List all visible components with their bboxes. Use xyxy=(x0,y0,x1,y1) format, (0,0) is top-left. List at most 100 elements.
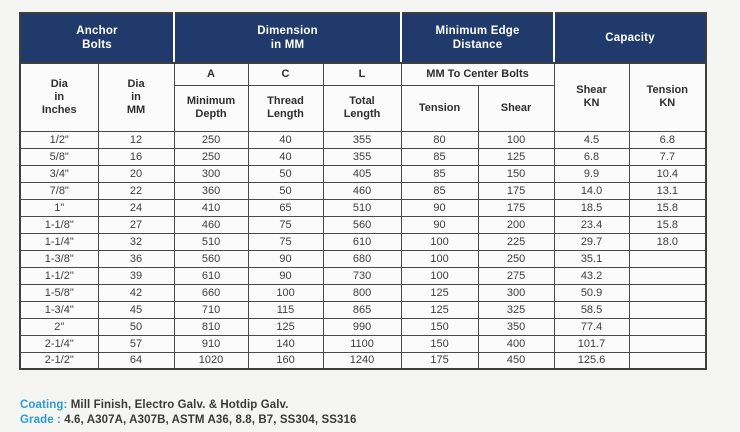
col-header-dia-inches: Dia in Inches xyxy=(19,62,99,132)
table-row: 1-1/2" 39 610 90 730 100 275 43.2 xyxy=(19,266,707,285)
table-cell: 175 xyxy=(477,181,555,200)
table-cell: 15.8 xyxy=(628,215,707,234)
table-cell: 150 xyxy=(477,164,555,183)
grade-text: 4.6, A307A, A307B, ASTM A36, 8.8, B7, SS… xyxy=(64,414,357,426)
group-header-anchor-bolts: Anchor Bolts xyxy=(19,12,175,64)
table-cell: 160 xyxy=(247,351,324,370)
group-header-capacity: Capacity xyxy=(553,12,707,64)
subheader-row-top: Dia in Inches Dia in MM A C L MM To Cent… xyxy=(19,62,707,132)
table-cell: 90 xyxy=(247,266,324,285)
table-cell: 1020 xyxy=(173,351,249,370)
table-cell: 50 xyxy=(247,164,324,183)
table-cell: 1-5/8" xyxy=(19,283,99,302)
table-cell: 20 xyxy=(97,164,175,183)
table-cell: 865 xyxy=(322,300,402,319)
table-cell: 355 xyxy=(322,147,402,166)
group-header-dimension-mm: Dimension in MM xyxy=(173,12,402,64)
col-header-c: C xyxy=(247,62,324,86)
table-cell: 85 xyxy=(400,147,479,166)
table-row: 2-1/4" 57 910 140 1100 150 400 101.7 xyxy=(19,334,707,353)
table-cell: 1-1/4" xyxy=(19,232,99,251)
table-cell: 360 xyxy=(173,181,249,200)
table-row: 7/8" 22 360 50 460 85 175 14.0 13.1 xyxy=(19,181,707,200)
table-cell: 100 xyxy=(400,249,479,268)
table-cell: 410 xyxy=(173,198,249,217)
table-cell: 18.0 xyxy=(628,232,707,251)
table-row: 1-3/4" 45 710 115 865 125 325 58.5 xyxy=(19,300,707,319)
table-cell: 6.8 xyxy=(553,147,630,166)
table-cell: 10.4 xyxy=(628,164,707,183)
table-cell: 1-1/8" xyxy=(19,215,99,234)
table-cell: 14.0 xyxy=(553,181,630,200)
table-cell: 125.6 xyxy=(553,351,630,370)
table-cell: 9.9 xyxy=(553,164,630,183)
table-cell: 35.1 xyxy=(553,249,630,268)
table-cell: 660 xyxy=(173,283,249,302)
table-cell: 510 xyxy=(173,232,249,251)
table-cell: 22 xyxy=(97,181,175,200)
table-row: 1-3/8" 36 560 90 680 100 250 35.1 xyxy=(19,249,707,268)
table-row: 1-1/8" 27 460 75 560 90 200 23.4 15.8 xyxy=(19,215,707,234)
table-cell: 1100 xyxy=(322,334,402,353)
table-row: 3/4" 20 300 50 405 85 150 9.9 10.4 xyxy=(19,164,707,183)
table-cell: 100 xyxy=(400,266,479,285)
table-cell: 2" xyxy=(19,317,99,336)
table-cell: 150 xyxy=(400,317,479,336)
table-cell: 250 xyxy=(173,147,249,166)
col-header-tension: Tension xyxy=(400,84,479,132)
table-cell: 125 xyxy=(247,317,324,336)
table-cell: 325 xyxy=(477,300,555,319)
anchor-bolt-spec-table: Anchor Bolts Dimension in MM Minimum Edg… xyxy=(19,12,708,370)
table-cell: 560 xyxy=(322,215,402,234)
table-row: 1-1/4" 32 510 75 610 100 225 29.7 18.0 xyxy=(19,232,707,251)
table-cell: 7/8" xyxy=(19,181,99,200)
subheader-row-bottom: Minimum Depth Thread Length Total Length… xyxy=(20,84,706,132)
table-cell: 1240 xyxy=(322,351,402,370)
table-cell: 610 xyxy=(173,266,249,285)
table-cell: 450 xyxy=(477,351,555,370)
table-cell xyxy=(628,266,707,285)
coating-text: Mill Finish, Electro Galv. & Hotdip Galv… xyxy=(70,399,289,411)
table-cell: 125 xyxy=(400,283,479,302)
table-cell: 250 xyxy=(477,249,555,268)
table-cell: 5/8" xyxy=(19,147,99,166)
table-cell: 800 xyxy=(322,283,402,302)
table-cell: 15.8 xyxy=(628,198,707,217)
table-cell xyxy=(628,300,707,319)
table-cell: 58.5 xyxy=(553,300,630,319)
table-cell: 140 xyxy=(247,334,324,353)
table-cell: 4.5 xyxy=(553,130,630,149)
table-cell: 275 xyxy=(477,266,555,285)
footnotes: Coating: Mill Finish, Electro Galv. & Ho… xyxy=(20,398,357,428)
table-body: 1/2" 12 250 40 355 80 100 4.5 6.8 5/8" 16 250 40 355 8… xyxy=(19,130,707,370)
col-header-shear-kn: Shear KN xyxy=(553,62,630,132)
group-header-min-edge-distance: Minimum Edge Distance xyxy=(400,12,555,64)
table-cell: 45 xyxy=(97,300,175,319)
table-cell: 40 xyxy=(247,130,324,149)
table-cell: 510 xyxy=(322,198,402,217)
table-cell: 3/4" xyxy=(19,164,99,183)
table-cell: 125 xyxy=(400,300,479,319)
table-cell: 300 xyxy=(477,283,555,302)
table-cell: 730 xyxy=(322,266,402,285)
col-header-shear: Shear xyxy=(477,84,555,132)
table-cell: 50 xyxy=(97,317,175,336)
table-cell: 115 xyxy=(247,300,324,319)
table-cell: 610 xyxy=(322,232,402,251)
table-cell: 7.7 xyxy=(628,147,707,166)
table-cell: 810 xyxy=(173,317,249,336)
table-cell: 405 xyxy=(322,164,402,183)
table-cell: 50 xyxy=(247,181,324,200)
table-cell: 90 xyxy=(400,215,479,234)
col-header-dia-mm: Dia in MM xyxy=(97,62,175,132)
table-cell: 1" xyxy=(19,198,99,217)
col-header-total-length: Total Length xyxy=(322,84,402,132)
table-cell: 90 xyxy=(247,249,324,268)
table-cell: 36 xyxy=(97,249,175,268)
table-cell xyxy=(628,351,707,370)
col-header-minimum-depth: Minimum Depth xyxy=(173,84,249,132)
table-cell: 6.8 xyxy=(628,130,707,149)
table-cell: 100 xyxy=(247,283,324,302)
table-cell: 85 xyxy=(400,164,479,183)
table-cell: 12 xyxy=(97,130,175,149)
